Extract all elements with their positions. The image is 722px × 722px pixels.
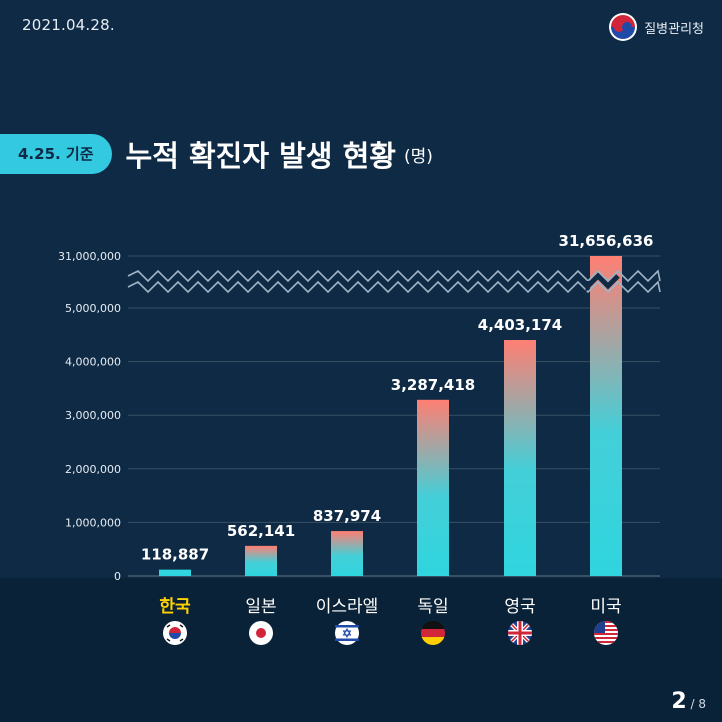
y-tick-label: 2,000,000: [65, 463, 121, 476]
korea-flag-icon: [163, 621, 187, 645]
page-current: 2: [671, 689, 687, 714]
japan-flag-icon: [249, 621, 273, 645]
chart-unit: (명): [403, 146, 433, 167]
data-label: 118,887: [141, 546, 209, 564]
y-tick-label: 3,000,000: [65, 409, 121, 422]
data-label: 837,974: [313, 507, 381, 525]
category-label: 이스라엘: [315, 597, 379, 617]
chart-title: 누적 확진자 발생 현황: [125, 139, 396, 173]
data-label: 3,287,418: [391, 376, 475, 394]
bar-1: [245, 545, 277, 576]
bar-2: [331, 531, 363, 576]
category-label: 영국: [504, 597, 536, 617]
agency-name: 질병관리청: [644, 21, 704, 37]
israel-flag-icon: [335, 621, 359, 645]
y-tick-label: 4,000,000: [65, 356, 121, 369]
bar-4: [504, 339, 536, 576]
category-label: 독일: [417, 597, 449, 617]
header: 2021.04.28. 질병관리청: [0, 0, 722, 60]
agency-logo: 질병관리청: [608, 12, 704, 42]
bar-5: [590, 256, 622, 576]
data-label: 562,141: [227, 522, 295, 540]
usa-flag-icon: [594, 621, 618, 645]
category-label: 한국: [159, 597, 191, 617]
kdca-emblem-icon: [609, 13, 638, 41]
category-band: [0, 578, 722, 722]
axis-break-mark: [127, 280, 661, 294]
y-tick-label: 0: [114, 570, 121, 583]
report-date: 2021.04.28.: [22, 16, 115, 34]
bar-3: [417, 399, 449, 576]
data-label: 31,656,636: [559, 232, 654, 250]
germany-flag-icon: [421, 621, 445, 645]
bar-chart: 0 1,000,000 2,000,000 3,000,000 4,000,000 5,0…: [58, 232, 661, 583]
bar-break-gap: [585, 272, 620, 293]
category-label: 일본: [245, 597, 277, 617]
y-tick-label: 5,000,000: [65, 302, 121, 315]
pagination: 2 / 8: [671, 689, 706, 714]
base-date-badge: 4.25. 기준: [0, 134, 112, 174]
bar-0: [159, 569, 191, 576]
title-block: 4.25. 기준 누적 확진자 발생 현황 (명): [0, 130, 433, 178]
axis-break-mark: [127, 269, 661, 283]
page-total: / 8: [690, 697, 707, 711]
y-tick-label: 31,000,000: [58, 250, 121, 263]
uk-flag-icon: [508, 621, 532, 645]
data-label: 4,403,174: [478, 316, 562, 334]
y-tick-label: 1,000,000: [65, 516, 121, 529]
category-label: 미국: [590, 597, 622, 617]
